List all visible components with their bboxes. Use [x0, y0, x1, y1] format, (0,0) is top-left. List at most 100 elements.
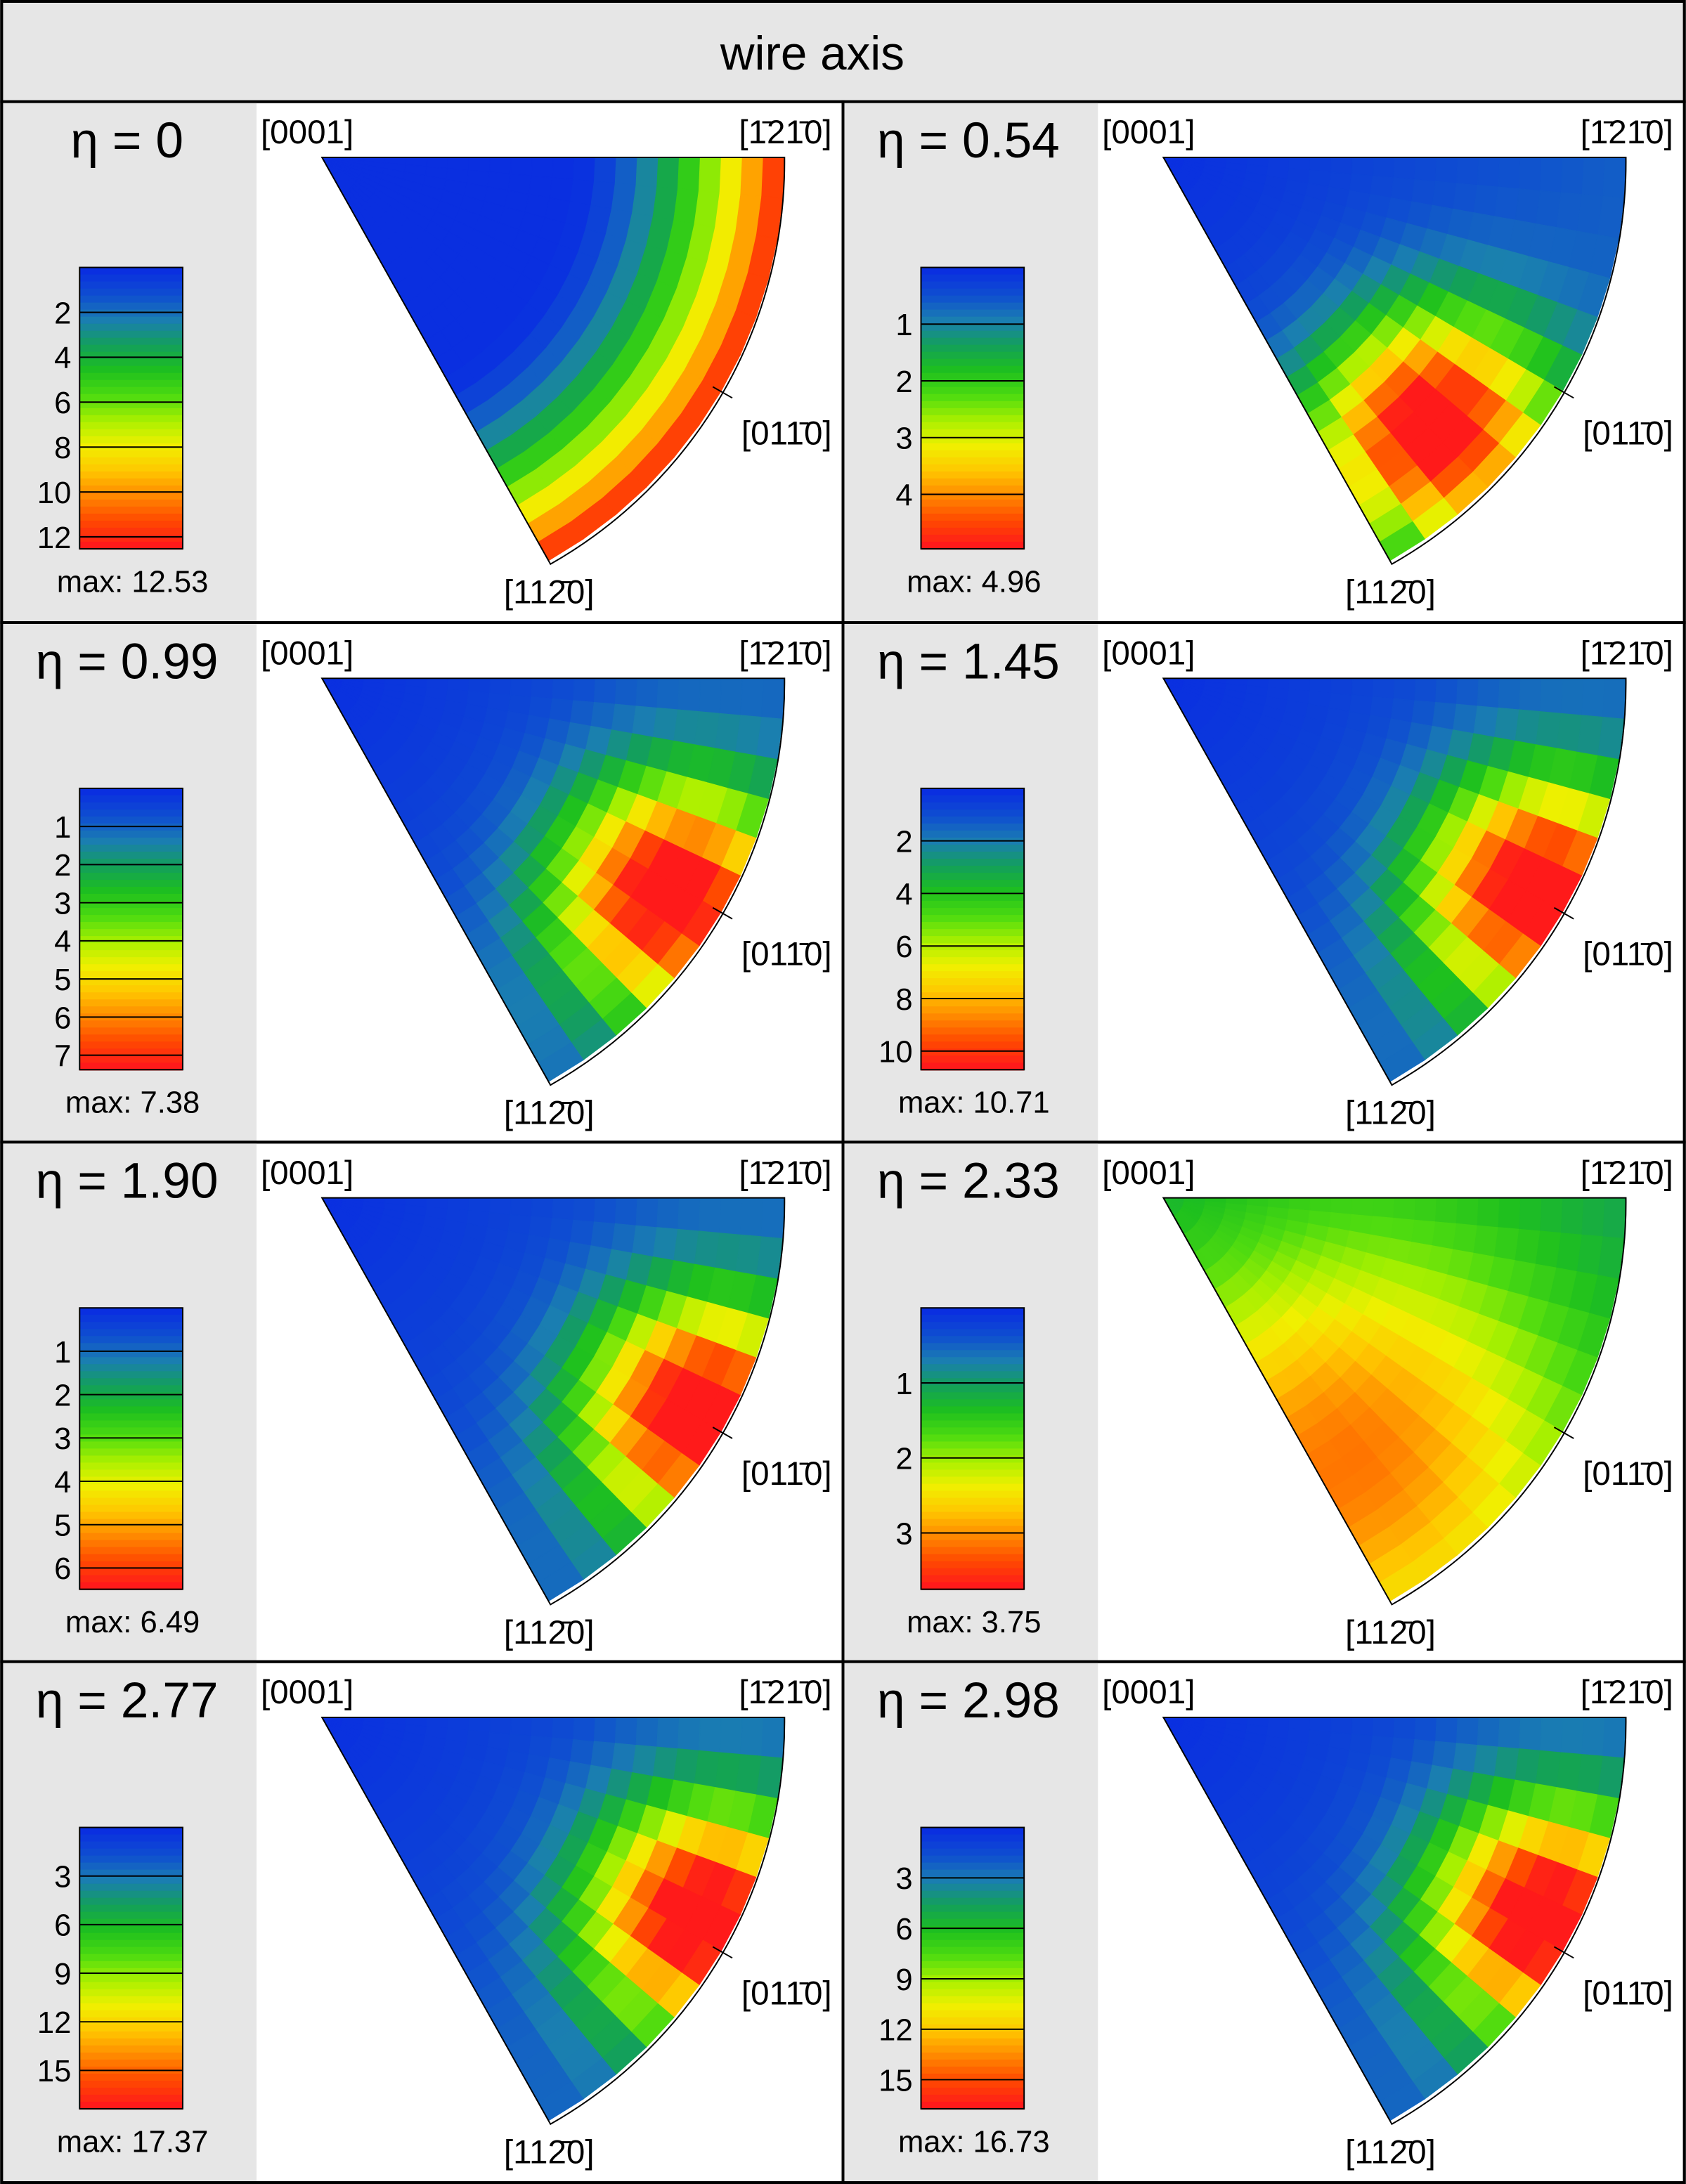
ipf-cell: [635, 1717, 659, 1748]
ipf-cell: [1372, 1717, 1396, 1738]
colorbar-segment: [921, 1343, 1025, 1351]
ipf-cell: [1435, 1717, 1458, 1744]
ipf-cell: [761, 157, 785, 199]
colorbar-segment: [79, 365, 183, 374]
colorbar-segment: [79, 1350, 183, 1358]
colorbar-segment: [921, 992, 1025, 1001]
ipf-cell: [719, 1197, 744, 1236]
colorbar-segment: [921, 1420, 1025, 1429]
colorbar-segment: [921, 858, 1025, 867]
colorbar-segment: [79, 1041, 183, 1050]
colorbar-segment: [921, 1406, 1025, 1415]
ipf-cell: [1456, 1197, 1479, 1226]
colorbar-segment: [79, 1483, 183, 1492]
colorbar-tick-label: 12: [37, 521, 72, 555]
colorbar-segment: [921, 330, 1025, 339]
colorbar-segment: [79, 1561, 183, 1569]
colorbar-segment: [79, 1062, 183, 1071]
colorbar-frame: [920, 787, 1025, 1071]
colorbar-segment: [921, 1315, 1025, 1323]
ipf-cell: [614, 1717, 638, 1746]
label-0001: [0001]: [1102, 1674, 1195, 1711]
colorbar-segment: [921, 873, 1025, 881]
colorbar-segment: [79, 1308, 183, 1316]
ipf-cell: [1432, 1741, 1458, 1770]
colorbar-segment: [79, 499, 183, 508]
colorbar-segment: [921, 1582, 1025, 1590]
colorbar-segment: [921, 534, 1025, 543]
side-marker: [712, 1426, 733, 1439]
colorbar-segment: [79, 873, 183, 881]
colorbar-segment: [921, 1034, 1025, 1043]
colorbar-segment: [921, 2052, 1025, 2061]
ipf-cell: [468, 1197, 491, 1214]
colorbar-tick-label: 12: [37, 2006, 72, 2040]
colorbar-tick-label: 6: [54, 386, 71, 420]
ipf-cell: [1581, 677, 1606, 718]
colorbar-segment: [79, 379, 183, 388]
colorbar-segment: [921, 1483, 1025, 1492]
colorbar-segment: [79, 1862, 183, 1871]
ipf-cell: [698, 677, 722, 715]
ipf-cell: [552, 1197, 575, 1221]
colorbar-tick-label: 6: [895, 930, 912, 964]
colorbar-segment: [79, 344, 183, 353]
colorbar-segment: [921, 415, 1025, 423]
colorbar-segment: [921, 1526, 1025, 1534]
colorbar-segment: [79, 288, 183, 297]
ipf-cell: [590, 1741, 616, 1770]
ipf-cell: [590, 181, 616, 210]
ipf-cell: [1498, 1197, 1522, 1230]
colorbar-segment: [79, 2052, 183, 2061]
colorbar-segment: [79, 471, 183, 480]
colorbar-segment: [79, 1568, 183, 1576]
ipf-cell: [1581, 157, 1606, 197]
colorbar-tick-label: 10: [878, 1036, 913, 1070]
colorbar-segment: [921, 2073, 1025, 2082]
colorbar-segment: [921, 929, 1025, 937]
ipf-cell: [740, 1197, 764, 1237]
colorbar-segment: [79, 422, 183, 430]
ipf-cell: [510, 1717, 533, 1736]
colorbar-segment: [79, 281, 183, 290]
colorbar-segment: [79, 1462, 183, 1471]
colorbar-segment: [921, 288, 1025, 297]
colorbar-segment: [79, 534, 183, 543]
colorbar-segment: [921, 809, 1025, 818]
ipf-cell: [552, 157, 575, 181]
colorbar-tick-label: 4: [895, 479, 912, 512]
colorbar-segment: [79, 1841, 183, 1850]
ipf-cell: [1351, 157, 1375, 176]
colorbar-segment: [921, 2059, 1025, 2068]
colorbar-segment: [79, 1855, 183, 1864]
ipf-cell: [489, 157, 512, 175]
ipf-cell: [1414, 1717, 1437, 1742]
label-11m20: [112̄0]: [1345, 1095, 1436, 1132]
ipf-cell: [1477, 1197, 1500, 1228]
ipf-cell: [468, 157, 491, 173]
ipf-cell: [1432, 1221, 1458, 1250]
colorbar-tick-label: 3: [895, 1862, 912, 1896]
colorbar-segment: [79, 1911, 183, 1920]
label-11m20: [112̄0]: [504, 573, 595, 611]
colorbar-segment: [79, 1876, 183, 1885]
ipf-cell: [656, 1717, 680, 1750]
colorbar-tick-label: 5: [54, 1509, 71, 1543]
colorbar-segment: [79, 2073, 183, 2082]
colorbar-segment: [921, 1006, 1025, 1015]
colorbar-segment: [79, 1526, 183, 1534]
colorbar-tick-label: 6: [54, 1909, 71, 1943]
ipf-cell: [593, 677, 617, 705]
colorbar-segment: [921, 2024, 1025, 2033]
colorbar-segment: [921, 2094, 1025, 2103]
ipf-cell: [614, 677, 638, 707]
ipf-cell: [698, 1197, 722, 1234]
colorbar-segment: [921, 2066, 1025, 2075]
colorbar-segment: [79, 401, 183, 409]
colorbar-segment: [921, 1476, 1025, 1485]
ipf-cell: [656, 157, 680, 190]
colorbar-segment: [79, 520, 183, 529]
ipf-cell: [1581, 1197, 1606, 1237]
colorbar-segment: [921, 1904, 1025, 1913]
ipf-cell: [656, 677, 680, 710]
